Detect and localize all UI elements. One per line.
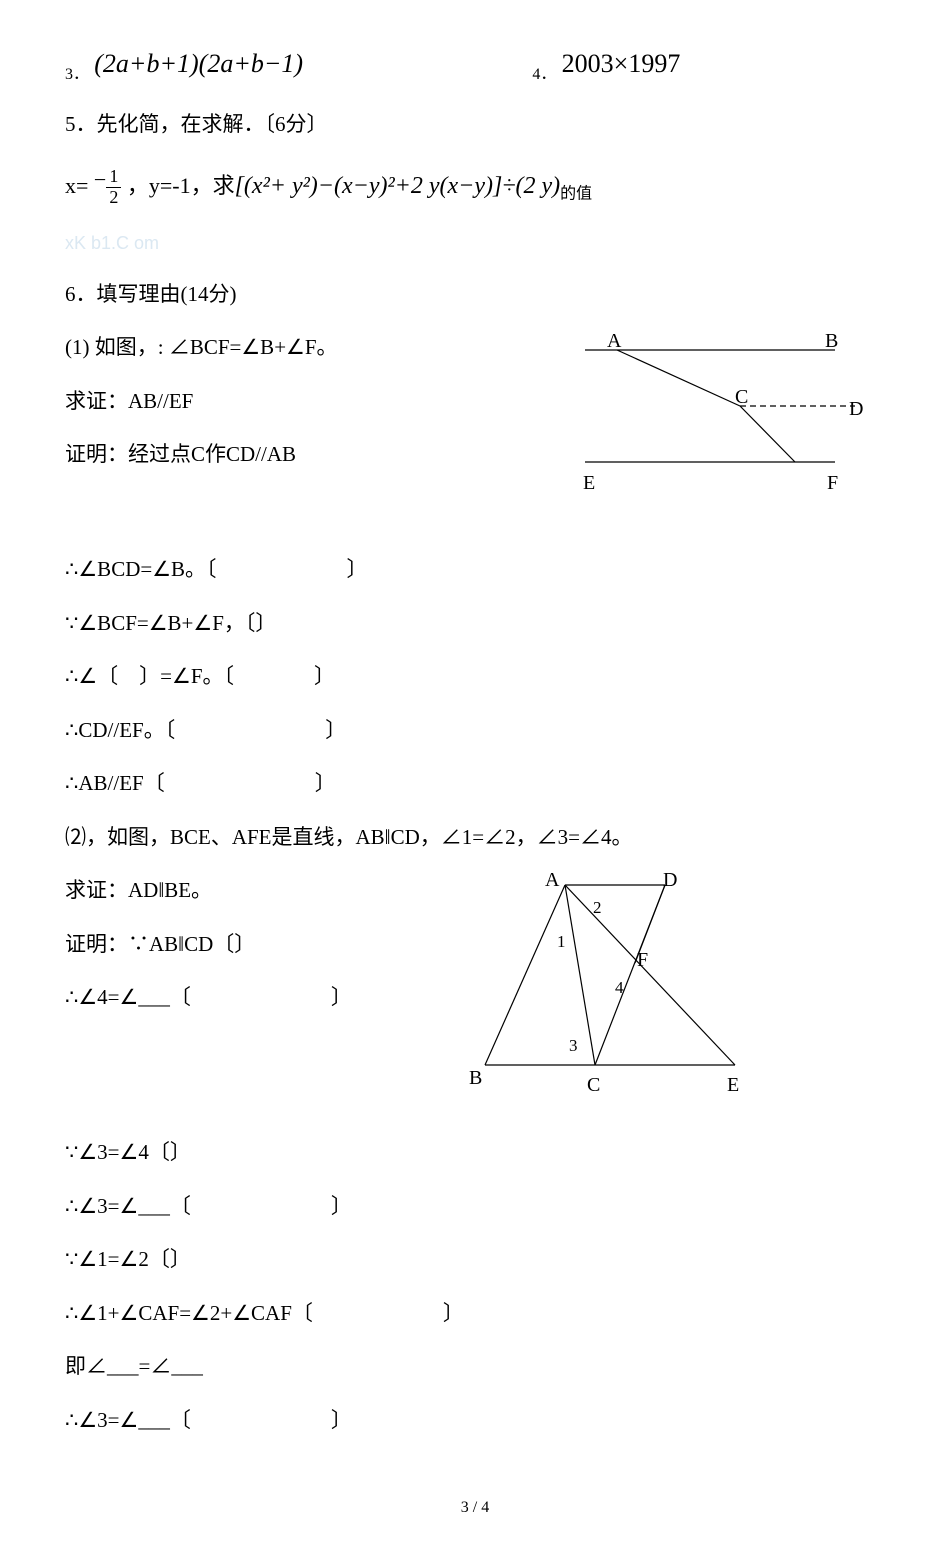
p6-2g: ∴∠1+∠CAF=∠2+∠CAF〔 〕 [65,1298,885,1330]
p6-2e-r: 〕 [331,1194,352,1218]
p6-2h: 即∠___=∠___ [65,1351,885,1383]
item-5-number: 5． [65,112,97,136]
block-6-1: (1) 如图，: ∠BCF=∠B+∠F。 求证：AB//EF 证明：经过点C作C… [65,332,885,532]
item-5b-expr: [(x²+ y²)−(x−y)²+2 y(x−y)]÷(2 y) [235,173,561,199]
item-5b-frac: 12 [106,167,121,208]
fig1-label-F: F [827,468,838,498]
p6-2c: ∴∠4=∠___〔 〕 [65,982,459,1014]
item-5-text: 先化简，在求解．〔6分〕 [97,112,328,136]
p6-2f: ∵∠1=∠2〔〕 [65,1244,885,1276]
fig2-label-F: F [637,945,648,975]
fig2-label-B: B [469,1063,482,1093]
item-5-expression-line: x= −12 ，y=-1，求[(x²+ y²)−(x−y)²+2 y(x−y)]… [65,163,885,208]
p6-1e-r: 〕 [314,664,335,688]
row-items-3-4: 3． (2a+b+1)(2a+b−1) 4． 2003×1997 [65,44,885,87]
p6-1g-l: ∴AB//EF〔 [65,771,165,795]
p6-2d: ∵∠3=∠4〔〕 [65,1137,885,1169]
p6-2e: ∴∠3=∠___〔 〕 [65,1191,885,1223]
p6-1d: ∵∠BCF=∠B+∠F，〔〕 [65,608,885,640]
item-6-text: 填写理由(14分) [97,282,237,306]
block-6-2: 求证：AD‖BE。 证明：∵AB‖CD〔〕 ∴∠4=∠___〔〕 A B C D… [65,875,885,1115]
fig2-label-4: 4 [615,975,624,1001]
item-3-number: 3． [65,66,89,83]
p6-2b: 证明：∵AB‖CD〔〕 [65,929,459,961]
p6-1f-l: ∴CD//EF。〔 [65,718,175,742]
fig2-label-D: D [663,865,677,895]
item-5b-suffix: 的值 [560,185,592,202]
p6-1e: ∴∠〔 〕=∠F。〔 〕 [65,661,885,693]
item-6: 6．填写理由(14分) [65,279,885,311]
fig1-label-B: B [825,326,838,356]
p6-2a: 求证：AD‖BE。 [65,875,459,907]
item-4-expression: 2003×1997 [562,49,681,78]
item-5b-prefix: x= [65,173,88,198]
p6-2: ⑵，如图，BCE、AFE是直线，AB‖CD，∠1=∠2，∠3=∠4。 [65,822,885,854]
p6-1e-l: ∴∠〔 〕=∠F。〔 [65,664,234,688]
p6-1c-r: 〕 [347,557,368,581]
item-5b-frac-num: 1 [106,167,121,188]
p6-2c-l: ∴∠4=∠___〔 [65,985,191,1009]
p6-1f-r: 〕 [325,718,346,742]
fig2-label-E: E [727,1070,739,1100]
p6-1g-r: 〕 [315,771,336,795]
fig1-label-C: C [735,382,748,412]
fig2-label-1: 1 [557,929,566,955]
p6-1c: ∴∠BCD=∠B。〔 〕 [65,554,885,586]
item-5b-mid: ，y=-1，求 [127,173,235,198]
item-3-expression: (2a+b+1)(2a+b−1) [94,49,303,78]
p6-1g: ∴AB//EF〔 〕 [65,768,885,800]
item-5b-frac-den: 2 [106,188,121,208]
p6-2c-r: 〕 [331,985,352,1009]
p6-2e-l: ∴∠3=∠___〔 [65,1194,191,1218]
fig1-label-D: D [849,394,863,424]
item-4-number: 4． [532,66,556,83]
p6-2g-r: 〕 [443,1301,464,1325]
figure-1: A B C D E F [565,322,885,502]
item-5b-neg: − [94,167,106,192]
fig2-label-2: 2 [593,895,602,921]
p6-1: (1) 如图，: ∠BCF=∠B+∠F。 [65,332,516,364]
p6-1c-l: ∴∠BCD=∠B。〔 [65,557,217,581]
page-number: 3 / 4 [65,1496,885,1520]
item-5: 5．先化简，在求解．〔6分〕 [65,109,885,141]
item-6-number: 6． [65,282,97,306]
fig1-label-A: A [607,326,621,356]
p6-1a: 求证：AB//EF [65,386,516,418]
fig2-label-A: A [545,865,559,895]
item-4: 4． 2003×1997 [532,44,885,87]
figure-2: A B C D E F 1 2 3 4 [465,865,765,1095]
fig1-label-E: E [583,468,595,498]
watermark-text: xK b1.C om [65,230,885,257]
p6-1f: ∴CD//EF。〔 〕 [65,715,885,747]
p6-2i: ∴∠3=∠___〔 〕 [65,1405,885,1437]
item-3: 3． (2a+b+1)(2a+b−1) [65,44,532,87]
p6-1b: 证明：经过点C作CD//AB [65,439,516,471]
fig2-label-C: C [587,1070,600,1100]
p6-2i-r: 〕 [331,1408,352,1432]
fig2-label-3: 3 [569,1033,578,1059]
p6-2g-l: ∴∠1+∠CAF=∠2+∠CAF〔 [65,1301,313,1325]
p6-2i-l: ∴∠3=∠___〔 [65,1408,191,1432]
